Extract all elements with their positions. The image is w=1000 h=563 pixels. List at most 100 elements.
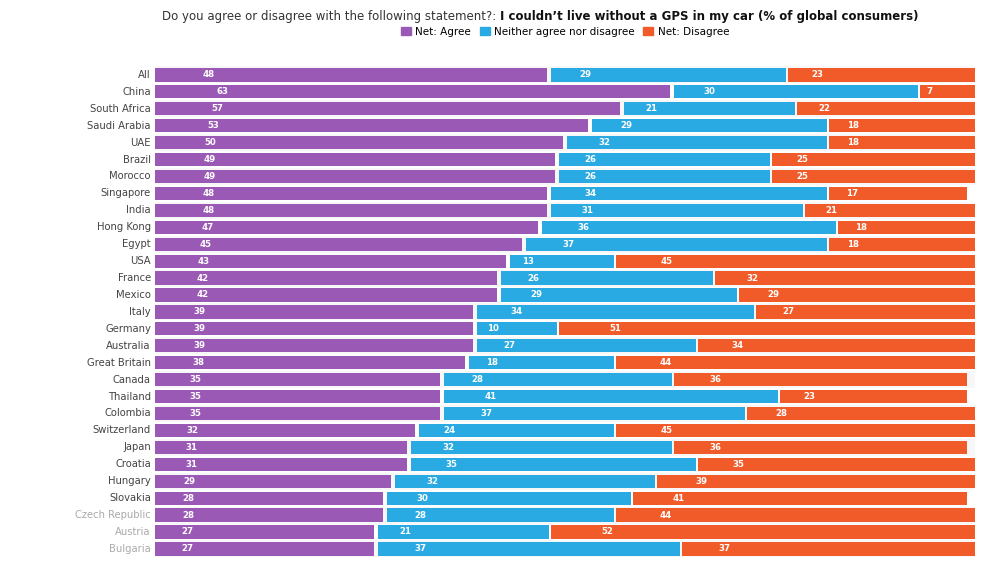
Text: 52: 52 <box>602 528 614 537</box>
Text: 18: 18 <box>847 240 859 249</box>
Bar <box>155 288 497 302</box>
Text: 28: 28 <box>414 511 426 520</box>
Bar <box>155 270 975 287</box>
Text: 35: 35 <box>446 460 458 469</box>
Bar <box>567 136 827 149</box>
Text: 48: 48 <box>202 189 214 198</box>
Text: 17: 17 <box>846 189 858 198</box>
Text: Egypt: Egypt <box>122 239 151 249</box>
Bar <box>788 68 975 82</box>
Text: 38: 38 <box>192 358 204 367</box>
Text: Switzerland: Switzerland <box>93 426 151 435</box>
Text: 42: 42 <box>196 291 208 300</box>
Bar <box>501 288 737 302</box>
Bar <box>155 238 522 251</box>
Bar <box>829 238 975 251</box>
Bar <box>155 390 440 403</box>
Text: 31: 31 <box>581 206 593 215</box>
Text: 48: 48 <box>202 70 214 79</box>
Text: 39: 39 <box>696 477 708 486</box>
Bar <box>155 473 975 490</box>
Bar <box>395 475 655 488</box>
Bar <box>155 204 547 217</box>
Bar <box>155 424 415 437</box>
Text: 49: 49 <box>203 155 215 164</box>
Text: Saudi Arabia: Saudi Arabia <box>87 120 151 131</box>
Bar <box>155 407 440 420</box>
Text: Canada: Canada <box>113 374 151 385</box>
Bar <box>411 458 696 471</box>
Text: Singapore: Singapore <box>101 189 151 198</box>
Text: 34: 34 <box>510 307 522 316</box>
Bar <box>674 441 967 454</box>
Text: 21: 21 <box>399 528 411 537</box>
Text: Do you agree or disagree with the following statement?:: Do you agree or disagree with the follow… <box>162 10 500 23</box>
Bar <box>616 356 975 369</box>
Text: 34: 34 <box>732 341 744 350</box>
Bar <box>155 373 440 386</box>
Bar <box>805 204 975 217</box>
Bar <box>155 388 975 405</box>
Text: 27: 27 <box>782 307 794 316</box>
Bar <box>155 507 975 524</box>
Bar <box>501 271 713 285</box>
Text: Hong Kong: Hong Kong <box>97 222 151 233</box>
Text: 21: 21 <box>826 206 838 215</box>
Bar <box>155 456 975 473</box>
Text: 29: 29 <box>768 291 780 300</box>
Text: Great Britain: Great Britain <box>87 358 151 368</box>
Text: 27: 27 <box>182 528 194 537</box>
Bar <box>772 170 975 183</box>
Text: 29: 29 <box>620 121 632 130</box>
Text: 39: 39 <box>193 341 205 350</box>
Text: Bulgaria: Bulgaria <box>109 544 151 554</box>
Text: Slovakia: Slovakia <box>109 493 151 503</box>
Bar <box>797 102 975 115</box>
Bar <box>155 508 383 522</box>
Text: 29: 29 <box>530 291 542 300</box>
Bar <box>526 238 827 251</box>
Bar <box>155 83 975 100</box>
Text: 25: 25 <box>797 155 809 164</box>
Text: 48: 48 <box>202 206 214 215</box>
Text: 37: 37 <box>480 409 493 418</box>
Text: Colombia: Colombia <box>104 409 151 418</box>
Bar <box>155 202 975 219</box>
Bar <box>592 119 827 132</box>
Bar <box>155 287 975 303</box>
Bar <box>155 354 975 371</box>
Bar <box>411 441 672 454</box>
Bar <box>477 322 557 336</box>
Text: Japan: Japan <box>123 443 151 452</box>
Bar <box>155 339 473 352</box>
Bar <box>657 475 975 488</box>
Bar <box>155 66 975 83</box>
Bar <box>559 153 770 166</box>
Text: 32: 32 <box>186 426 198 435</box>
Bar <box>756 305 975 319</box>
Text: 30: 30 <box>416 494 428 503</box>
Bar <box>155 441 407 454</box>
Text: All: All <box>138 70 151 80</box>
Bar <box>829 119 975 132</box>
Text: 23: 23 <box>811 70 823 79</box>
Text: 41: 41 <box>673 494 685 503</box>
Text: 22: 22 <box>818 104 830 113</box>
Text: Germany: Germany <box>105 324 151 334</box>
Text: 63: 63 <box>217 87 229 96</box>
Bar <box>155 236 975 253</box>
Text: Australia: Australia <box>106 341 151 351</box>
Text: 32: 32 <box>599 138 611 147</box>
Bar <box>387 508 614 522</box>
Text: 29: 29 <box>579 70 591 79</box>
Text: 18: 18 <box>847 121 859 130</box>
Text: Morocco: Morocco <box>109 172 151 181</box>
Bar <box>551 68 786 82</box>
Bar <box>674 373 967 386</box>
Text: 24: 24 <box>443 426 455 435</box>
Text: 37: 37 <box>718 544 730 553</box>
Bar <box>155 371 975 388</box>
Bar <box>542 221 836 234</box>
Text: 41: 41 <box>484 392 497 401</box>
Bar <box>378 542 680 556</box>
